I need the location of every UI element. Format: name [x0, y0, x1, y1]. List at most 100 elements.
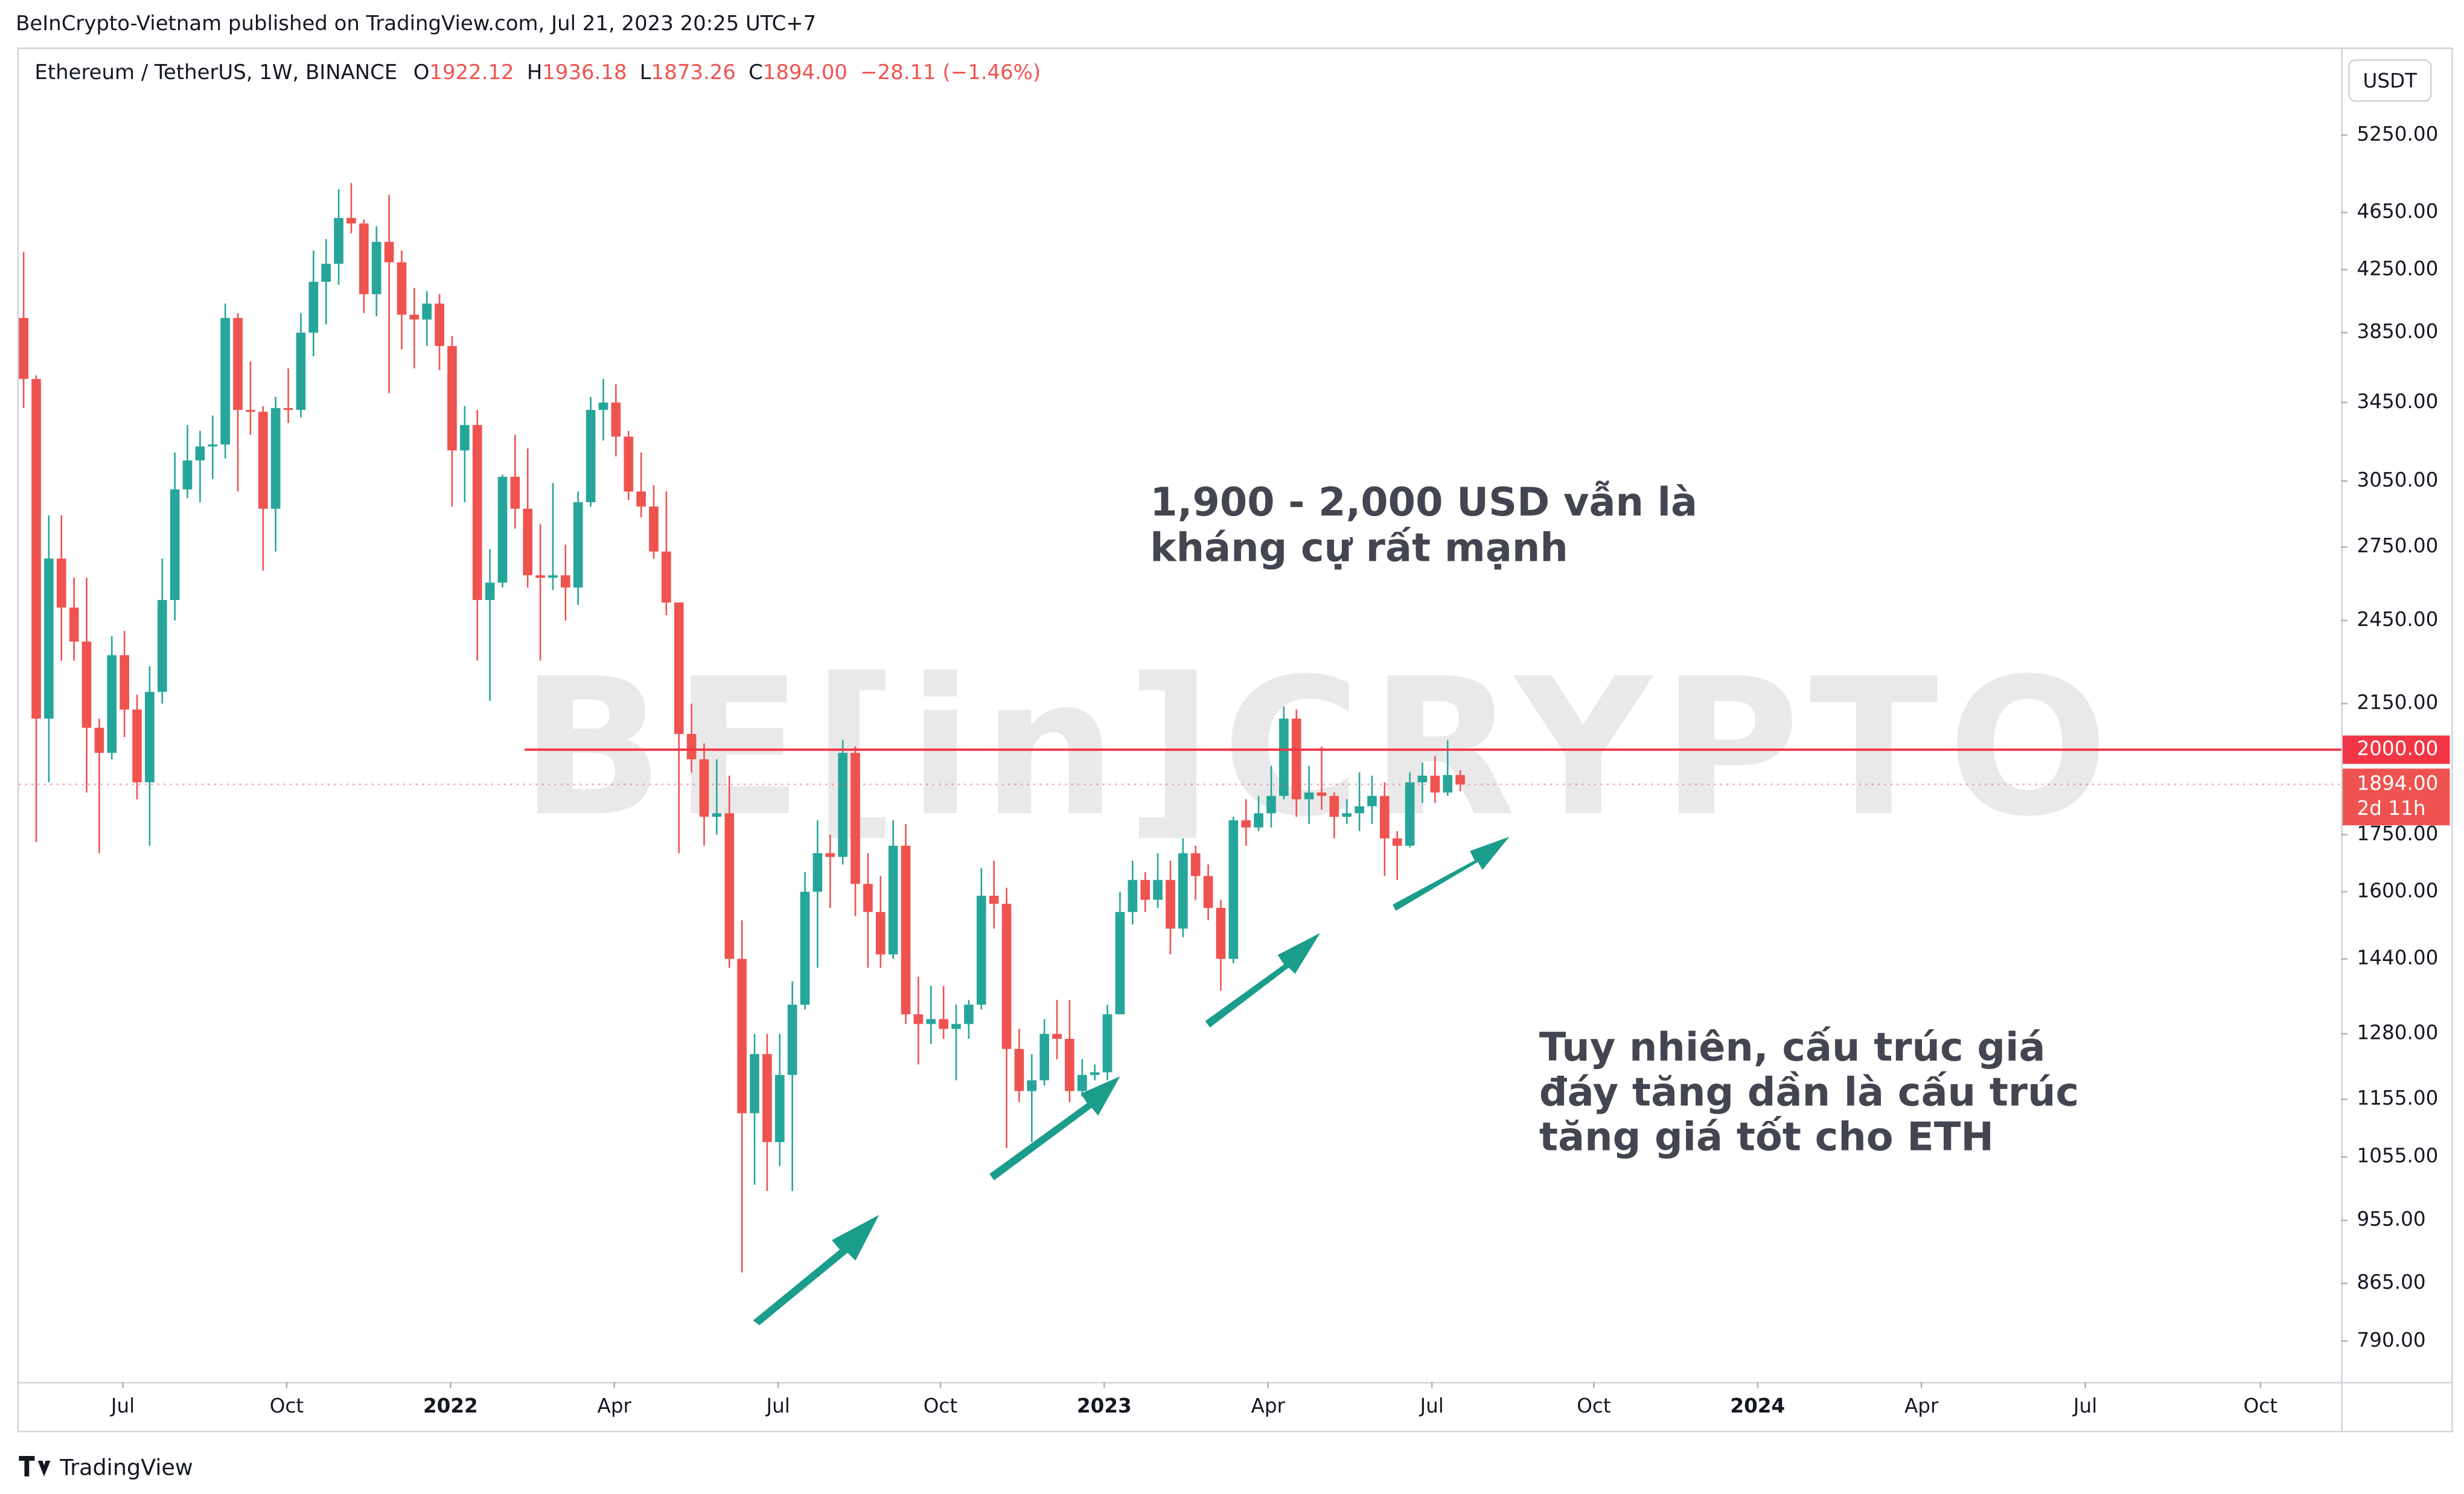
candle: [1153, 853, 1163, 908]
candle: [636, 452, 646, 518]
candle-body: [913, 1014, 924, 1024]
candle: [1140, 872, 1151, 912]
candle: [875, 876, 886, 968]
y-tick-label: 3850.00: [2357, 320, 2439, 343]
candle-body: [976, 895, 986, 1005]
candle: [686, 703, 697, 773]
x-tick-label: Oct: [2244, 1394, 2277, 1417]
candle-body: [107, 655, 117, 753]
candle-body: [1266, 796, 1276, 814]
candle: [233, 313, 243, 492]
candle: [296, 313, 306, 418]
x-tick-label: Jul: [765, 1394, 790, 1417]
candle-body: [762, 1054, 772, 1142]
candle-body: [283, 408, 293, 410]
candle: [800, 872, 810, 1010]
candle: [1329, 792, 1339, 838]
candle: [308, 251, 319, 357]
candle: [1052, 1000, 1062, 1059]
candle-body: [800, 892, 810, 1005]
candle-body: [1140, 879, 1151, 900]
candle-body: [346, 218, 356, 224]
candle-body: [1077, 1074, 1087, 1091]
candle-body: [246, 410, 255, 412]
candle: [409, 288, 420, 369]
brand-name: TradingView: [59, 1454, 193, 1480]
candle-body: [409, 314, 420, 320]
y-tick-label: 790.00: [2357, 1329, 2426, 1352]
candle: [1190, 846, 1201, 900]
candle-body: [611, 402, 621, 437]
candle: [182, 425, 193, 498]
candle: [246, 361, 255, 435]
candle: [472, 410, 482, 661]
candle: [195, 430, 205, 502]
candle-body: [447, 346, 457, 451]
candle: [1304, 765, 1314, 824]
candle-body: [1166, 879, 1175, 929]
candle: [825, 834, 835, 908]
candle-body: [1216, 908, 1226, 959]
candle-body: [712, 813, 722, 817]
candle-body: [157, 599, 167, 692]
candle-body: [1342, 813, 1352, 817]
candle-body: [875, 911, 886, 955]
candle-body: [561, 575, 570, 588]
candle-body: [535, 575, 545, 578]
candle: [69, 578, 79, 661]
candle: [1090, 1064, 1100, 1081]
candle: [371, 226, 381, 317]
candle: [1355, 772, 1364, 831]
candle: [888, 820, 898, 959]
y-tick-label: 2450.00: [2357, 608, 2439, 631]
candle-body: [69, 607, 79, 642]
currency-button[interactable]: [2348, 59, 2432, 102]
o-label: O: [413, 60, 430, 84]
candle-body: [1329, 796, 1339, 817]
y-tick-label: 1440.00: [2357, 946, 2439, 969]
y-tick-label: 5250.00: [2357, 123, 2439, 145]
candle: [1430, 756, 1440, 803]
candle-body: [951, 1024, 961, 1029]
published-line: BeInCrypto-Vietnam published on TradingV…: [16, 11, 816, 35]
candle: [145, 666, 155, 846]
annotation: Tuy nhiên, cấu trúc giá: [1539, 1024, 2046, 1070]
candle-body: [1254, 813, 1263, 828]
candle: [964, 1000, 974, 1039]
candle-body: [195, 446, 205, 461]
x-tick-label: Apr: [1904, 1394, 1939, 1417]
candle: [460, 406, 470, 502]
candle: [1405, 772, 1415, 848]
candle-body: [233, 318, 243, 410]
candle: [321, 238, 331, 325]
candle: [94, 718, 104, 854]
candle: [926, 986, 936, 1044]
candle-body: [774, 1074, 785, 1142]
candle: [270, 397, 281, 552]
candle: [1203, 864, 1213, 921]
candle-body: [1052, 1033, 1062, 1039]
candle-body: [686, 733, 697, 759]
x-tick-label: Jul: [1419, 1394, 1443, 1417]
candle-body: [939, 1019, 948, 1029]
candle: [1291, 709, 1301, 817]
candle-body: [699, 759, 709, 817]
candle-body: [258, 412, 268, 509]
candle: [712, 759, 722, 835]
candle: [1102, 1004, 1112, 1081]
low: 1873.26: [651, 60, 736, 84]
resistance-label-bg: [2343, 735, 2450, 764]
candle-body: [838, 753, 847, 857]
candle-body: [1153, 879, 1163, 900]
annotation: kháng cự rất mạnh: [1150, 525, 1568, 571]
candle: [737, 920, 747, 1272]
candle: [359, 219, 369, 313]
candle: [1077, 1059, 1087, 1097]
x-tick-label: 2024: [1730, 1394, 1785, 1417]
h-label: H: [527, 60, 542, 84]
candle: [44, 515, 54, 783]
candle: [1392, 831, 1402, 880]
y-tick-label: 955.00: [2357, 1208, 2426, 1231]
y-tick-label: 1155.00: [2357, 1087, 2439, 1109]
